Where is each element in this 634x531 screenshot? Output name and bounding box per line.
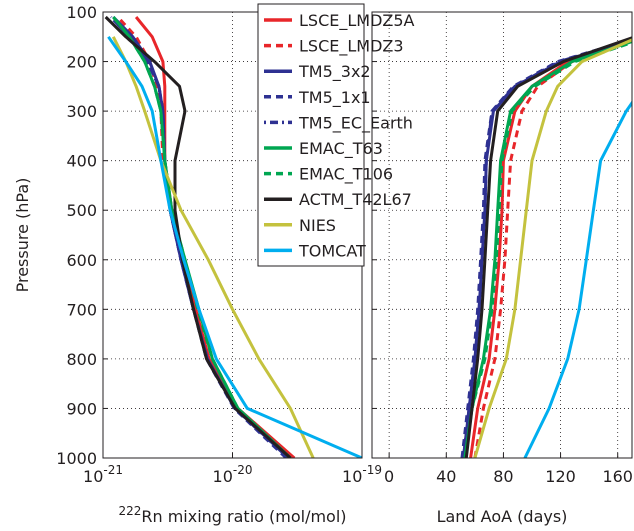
x-tick-base: 10 xyxy=(342,467,362,486)
legend-label: LSCE_LMDZ3 xyxy=(299,37,404,57)
x-axis-label-sup: 222 xyxy=(118,504,141,518)
x-tick-label: 0 xyxy=(384,467,394,486)
x-axis-label-text: Rn mixing ratio (mol/mol) xyxy=(141,507,346,526)
x-axis-label: 222Rn mixing ratio (mol/mol) xyxy=(118,504,346,526)
legend-label: TOMCAT xyxy=(298,241,366,260)
x-tick-label: 120 xyxy=(545,467,576,486)
legend-label: ACTM_T42L67 xyxy=(299,190,412,210)
plot-frame xyxy=(371,11,633,459)
profile-line xyxy=(523,100,632,458)
x-tick-label: 80 xyxy=(493,467,513,486)
profile-line xyxy=(461,38,632,458)
profile-line xyxy=(112,16,292,458)
profile-line xyxy=(104,15,292,458)
y-tick-label: 200 xyxy=(66,53,97,72)
y-tick-label: 400 xyxy=(66,152,97,171)
x-tick-label: 10-19 xyxy=(342,463,382,486)
series-group xyxy=(460,36,632,458)
profile-line xyxy=(461,38,632,458)
x-tick-label: 10-20 xyxy=(213,463,253,486)
legend-label: EMAC_T106 xyxy=(299,165,393,185)
y-tick-label: 500 xyxy=(66,201,97,220)
profile-line xyxy=(107,35,362,458)
legend-box xyxy=(257,3,365,267)
y-tick-label: 300 xyxy=(66,102,97,121)
y-tick-label: 900 xyxy=(66,399,97,418)
y-axis-label: Pressure (hPa) xyxy=(13,178,32,293)
legend-label: EMAC_T63 xyxy=(299,139,383,159)
y-tick-label: 600 xyxy=(66,251,97,270)
profile-line xyxy=(111,36,315,458)
profile-line xyxy=(473,39,632,458)
y-tick-label: 1000 xyxy=(56,449,97,468)
profile-line xyxy=(463,40,632,458)
series-group xyxy=(104,15,362,458)
profile-line xyxy=(473,38,632,458)
x-axis-label: Land AoA (days) xyxy=(437,507,568,526)
x-tick-base: 10 xyxy=(213,467,233,486)
legend-label: TM5_1x1 xyxy=(298,88,371,108)
y-tick-label: 800 xyxy=(66,350,97,369)
x-axis-label-text: Land AoA (days) xyxy=(437,507,568,526)
legend-label: LSCE_LMDZ5A xyxy=(299,11,415,31)
x-tick-base: 10 xyxy=(83,467,103,486)
panel: 0 40 80 120 160 Land AoA (days) xyxy=(371,11,633,526)
x-tick-exponent: -19 xyxy=(362,463,382,477)
x-tick-exponent: -21 xyxy=(103,463,123,477)
legend-label: NIES xyxy=(299,216,336,235)
legend-label: TM5_3x2 xyxy=(298,62,371,82)
profile-line xyxy=(463,39,632,458)
legend-label: TM5_EC_Earth xyxy=(298,113,413,133)
y-tick-label: 700 xyxy=(66,300,97,319)
x-tick-label: 10-21 xyxy=(83,463,123,486)
x-tick-label: 40 xyxy=(436,467,456,486)
legend: LSCE_LMDZ5A LSCE_LMDZ3 TM5_3x2 TM5_1x1 TM5_E… xyxy=(257,3,415,267)
profile-line xyxy=(464,36,632,458)
x-tick-label: 160 xyxy=(602,467,633,486)
x-tick-exponent: -20 xyxy=(233,463,253,477)
y-tick-label: 100 xyxy=(66,3,97,22)
